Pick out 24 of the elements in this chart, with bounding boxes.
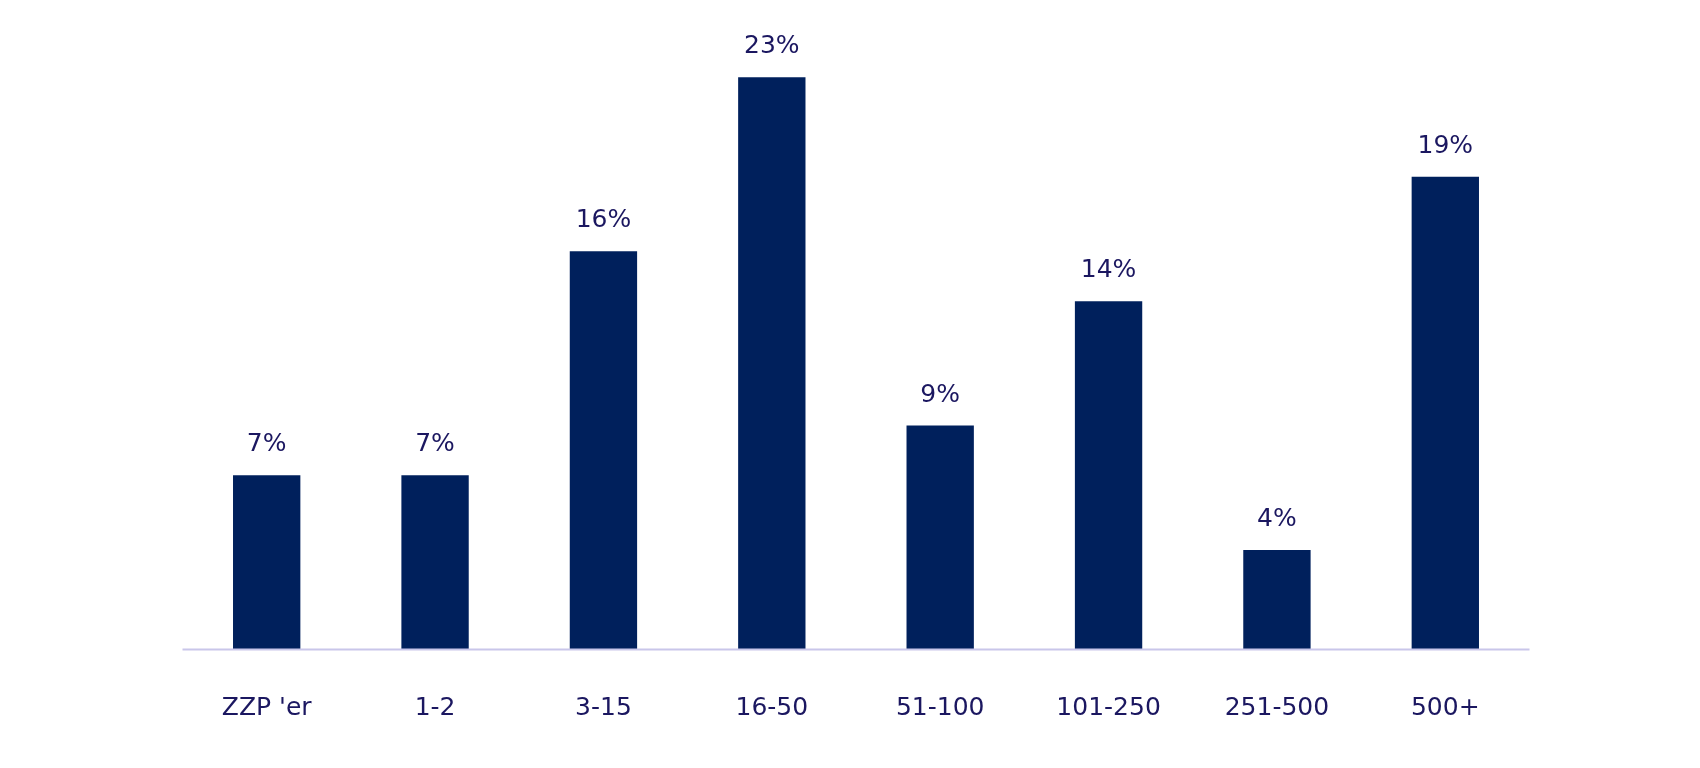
x-tick-label: 500+ (1410, 691, 1480, 721)
x-tick-label: 251-500 (1224, 691, 1330, 721)
bar (1411, 176, 1479, 650)
data-label: 14% (1080, 254, 1137, 284)
bar (401, 475, 469, 650)
x-tick-label: 16-50 (735, 691, 809, 721)
data-label: 23% (744, 30, 800, 60)
bar (233, 475, 301, 650)
bar (569, 251, 638, 650)
bar (1243, 549, 1311, 650)
x-tick-label: ZZP 'er (221, 691, 313, 721)
bar (738, 77, 806, 650)
data-label: 9% (920, 378, 961, 408)
data-label: 16% (575, 204, 632, 234)
x-tick-label: 3-15 (575, 691, 632, 721)
data-label: 7% (415, 428, 455, 458)
bar (1074, 301, 1143, 650)
data-label: 7% (246, 428, 287, 458)
x-tick-label: 1-2 (414, 691, 456, 721)
x-tick-label: 101-250 (1056, 691, 1161, 721)
x-tick-label: 51-100 (895, 691, 985, 721)
data-label: 19% (1417, 129, 1474, 159)
bar (906, 425, 974, 650)
data-label: 4% (1257, 502, 1297, 532)
